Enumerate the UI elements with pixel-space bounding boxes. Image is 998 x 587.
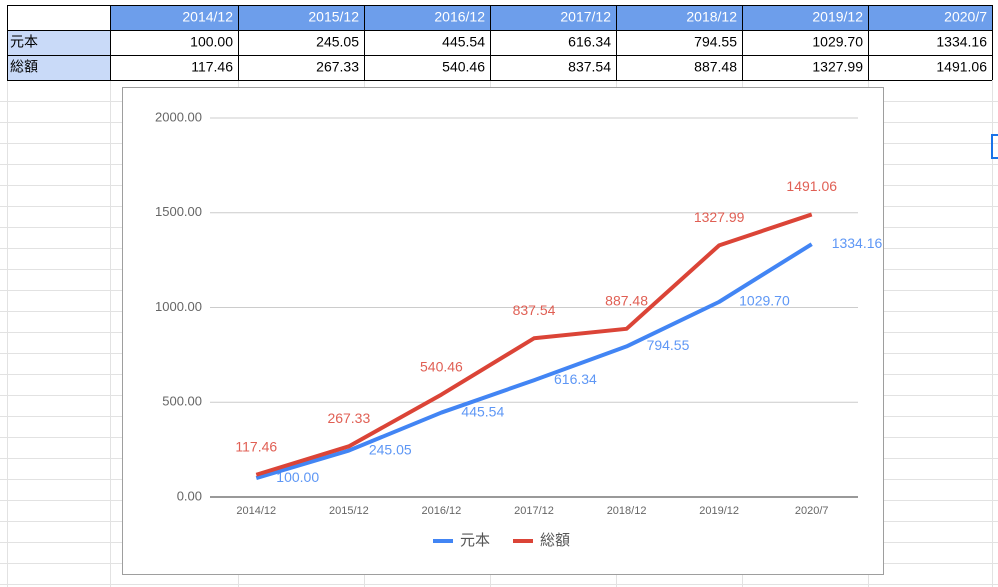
x-tick-label: 2017/12 [514,505,554,517]
cell: 100.00 [190,34,233,50]
x-tick-label: 2020/7 [795,505,829,517]
legend-label: 元本 [460,532,490,549]
selection-marker [991,134,998,159]
cell: 794.55 [694,34,737,50]
value-label: 245.05 [369,441,412,457]
column-header: 2014/12 [182,9,233,25]
cell: 616.34 [568,34,611,50]
series-line [255,212,813,477]
header-row [110,5,992,30]
value-label: 267.33 [327,410,370,426]
cell: 837.54 [568,59,611,75]
cell: 117.46 [191,59,233,75]
cell: 1491.06 [936,59,987,75]
x-tick-label: 2016/12 [422,505,462,517]
cell: 1327.99 [812,59,863,75]
cell: 1334.16 [936,34,987,50]
cell: 887.48 [694,59,737,75]
legend-label: 総額 [540,532,570,549]
cell: 1029.70 [812,34,863,50]
value-label: 887.48 [605,293,648,309]
table: 2014/12 2015/12 2016/12 2017/12 2018/12 2019/… [7,5,993,81]
y-tick-label: 0.00 [177,488,202,503]
cell: 267.33 [316,59,359,75]
y-tick-label: 1500.00 [155,204,202,219]
series-line [255,242,813,480]
chart: 0.00 500.00 1000.00 1500.00 2000.00 2014/12 20… [155,109,883,549]
cell: 245.05 [316,34,359,50]
column-header: 2016/12 [434,9,485,25]
value-label: 445.54 [461,403,504,419]
column-header: 2015/12 [308,9,359,25]
value-label: 837.54 [513,302,556,318]
x-tick-label: 2014/12 [236,505,276,517]
cell: 540.46 [442,59,485,75]
y-tick-label: 2000.00 [155,109,202,124]
value-label: 1334.16 [832,235,883,251]
chart-frame [122,87,884,575]
x-tick-label: 2015/12 [329,505,369,517]
x-tick-label: 2018/12 [607,505,647,517]
y-tick-label: 500.00 [162,394,202,409]
value-label: 1327.99 [694,209,745,225]
value-label: 1029.70 [739,293,790,309]
row-label: 総額 [10,59,38,75]
value-label: 1491.06 [786,178,837,194]
column-header: 2019/12 [812,9,863,25]
y-tick-label: 1000.00 [155,299,202,314]
value-label: 616.34 [554,371,597,387]
value-label: 540.46 [420,358,463,374]
row-label: 元本 [10,34,38,50]
column-header: 2020/7 [944,9,987,25]
value-label: 794.55 [647,337,690,353]
column-header: 2017/12 [560,9,611,25]
x-tick-label: 2019/12 [699,505,739,517]
value-label: 117.46 [235,438,277,454]
column-header: 2018/12 [686,9,737,25]
cell: 445.54 [442,34,485,50]
value-label: 100.00 [276,469,319,485]
